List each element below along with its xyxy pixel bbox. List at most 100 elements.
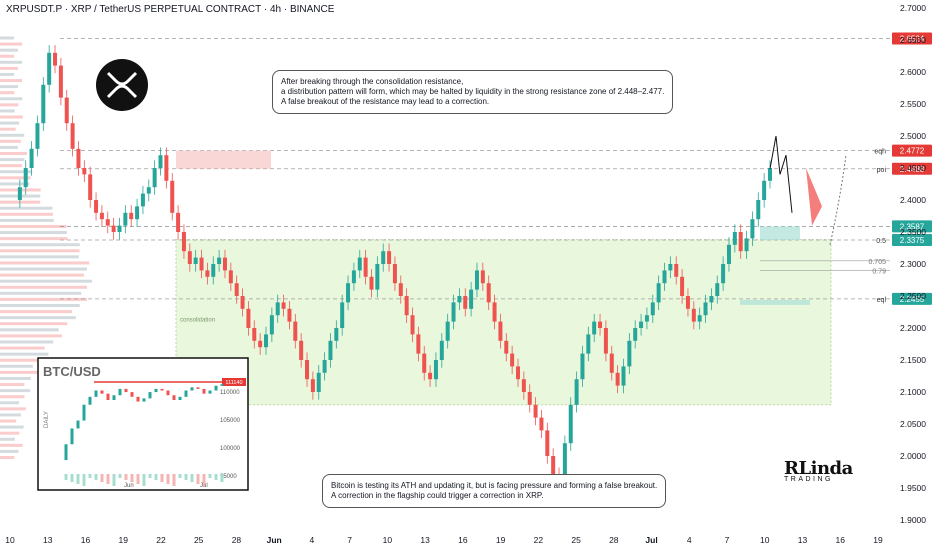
volume-profile-bar <box>0 431 20 435</box>
y-tick-label: 1.9000 <box>900 515 926 525</box>
candle-body <box>117 225 122 232</box>
candle-body <box>47 52 52 85</box>
support-band <box>760 226 800 240</box>
candle-body <box>691 308 696 322</box>
candle-body <box>88 174 93 200</box>
candle-body <box>685 296 690 309</box>
candle-body <box>697 315 702 322</box>
btc-volume-bar <box>148 474 152 478</box>
volume-profile-bar <box>0 449 19 453</box>
volume-profile-bar <box>0 164 23 168</box>
candle-body <box>29 148 34 168</box>
x-tick-label: 28 <box>609 535 619 545</box>
candle-body <box>469 289 474 309</box>
candle-body <box>750 219 755 239</box>
candle-body <box>293 321 298 341</box>
candle-body <box>170 180 175 213</box>
btc-candle <box>178 396 182 400</box>
x-tick-label: 7 <box>347 535 352 545</box>
volume-profile-bar <box>0 243 80 247</box>
candle-body <box>709 296 714 303</box>
volume-profile-bar <box>0 60 23 64</box>
btc-candle <box>214 385 218 391</box>
price-tag-value: 2.4772 <box>900 147 925 156</box>
btc-candle <box>88 396 92 405</box>
x-tick-label: 19 <box>873 535 883 545</box>
btc-candle <box>130 392 134 397</box>
volume-profile-bar <box>0 66 19 70</box>
candle-body <box>340 302 345 328</box>
candle-body <box>633 328 638 341</box>
volume-profile-bar <box>0 285 88 289</box>
btc-volume-bar <box>100 474 104 482</box>
btc-volume-bar <box>82 474 86 486</box>
candle-body <box>738 232 743 252</box>
consolidation-zone <box>175 239 832 406</box>
volume-profile-bar <box>0 376 31 380</box>
volume-profile-bar <box>0 145 18 149</box>
candle-body <box>521 379 526 392</box>
btc-side-label: DAILY <box>44 411 50 428</box>
candle-body <box>58 65 63 98</box>
y-tick-label: 1.9500 <box>900 483 926 493</box>
btc-volume-bar <box>166 474 170 484</box>
candle-body <box>64 97 69 124</box>
volume-profile-bar <box>0 297 87 301</box>
candle-body <box>269 315 274 335</box>
volume-profile-bar <box>0 249 80 253</box>
price-tag <box>892 292 932 305</box>
btc-candle <box>184 390 188 397</box>
candle-body <box>275 302 280 316</box>
x-tick-label: 13 <box>798 535 808 545</box>
price-level-label: eql <box>877 297 887 304</box>
candle-body <box>756 200 761 220</box>
volume-profile-bar <box>0 383 25 387</box>
y-tick-label: 2.6500 <box>900 35 926 45</box>
volume-profile-bar <box>0 231 68 235</box>
volume-profile-bar <box>0 115 23 119</box>
y-tick-label: 2.4500 <box>900 163 926 173</box>
btc-candle <box>190 387 194 391</box>
resistance-band <box>176 150 271 169</box>
btc-volume-bar <box>70 474 74 482</box>
candle-body <box>222 257 227 271</box>
candle-body <box>539 417 544 431</box>
candle-body <box>135 206 140 220</box>
btc-candle <box>124 388 128 393</box>
candle-body <box>627 340 632 367</box>
volume-profile-bar <box>0 48 19 52</box>
x-tick-label: 10 <box>5 535 15 545</box>
candle-body <box>650 302 655 316</box>
candle-body <box>258 340 263 348</box>
volume-profile-bar <box>0 273 84 277</box>
price-tag <box>892 144 932 157</box>
volume-profile-bar <box>0 85 19 89</box>
candle-body <box>357 257 362 271</box>
projection-path <box>769 135 793 213</box>
x-tick-label: 16 <box>81 535 91 545</box>
volume-profile-bar <box>0 224 67 228</box>
volume-profile-bar <box>0 54 15 58</box>
xrp-logo-mark <box>106 71 138 99</box>
candle-body <box>228 270 233 284</box>
volume-profile-bar <box>0 419 17 423</box>
y-tick-label: 2.0000 <box>900 451 926 461</box>
y-tick-label: 2.5500 <box>900 99 926 109</box>
candle-body <box>574 379 579 405</box>
candle-body <box>609 353 614 373</box>
x-tick-label: 25 <box>571 535 581 545</box>
btc-y-tick: 100000 <box>220 446 241 452</box>
btc-candle <box>154 388 158 393</box>
btc-volume-bar <box>190 474 194 482</box>
btc-candle <box>112 395 116 400</box>
candle-body <box>346 283 351 303</box>
volume-profile-bar <box>0 158 25 162</box>
price-tag-value: 2.3587 <box>900 222 925 231</box>
volume-profile-bar <box>0 407 26 411</box>
candle-body <box>762 180 767 200</box>
x-tick-label: 19 <box>496 535 506 545</box>
candle-body <box>504 340 509 354</box>
btc-candle <box>172 395 176 400</box>
volume-profile-bar <box>0 237 68 241</box>
